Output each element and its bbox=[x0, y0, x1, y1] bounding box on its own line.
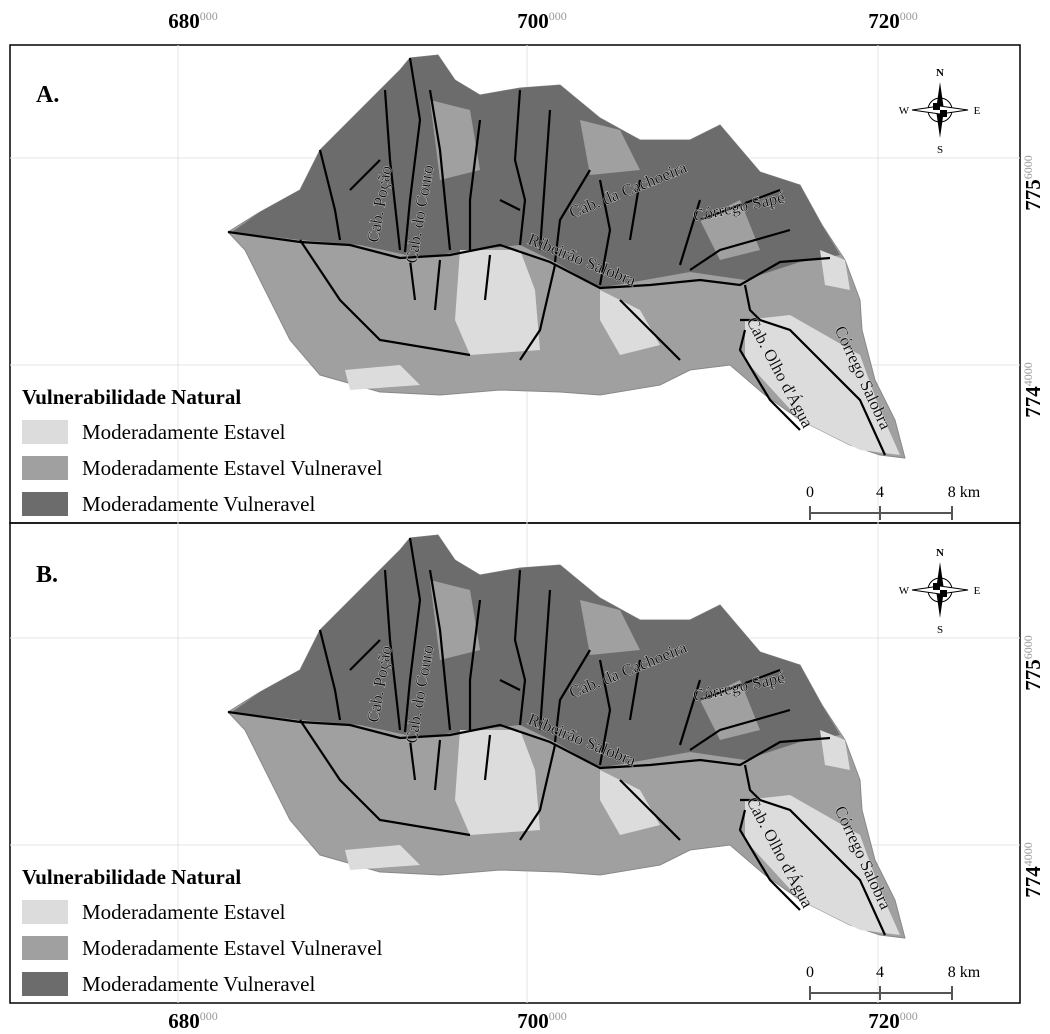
coordinate-label: 720000 bbox=[868, 9, 918, 33]
coordinate-label: 7756000 bbox=[1021, 155, 1045, 211]
legend-swatch bbox=[22, 900, 68, 924]
coordinate-sup: 6000 bbox=[1021, 635, 1035, 659]
coordinate-main: 700 bbox=[517, 9, 549, 33]
coordinate-label: 720000 bbox=[868, 1009, 918, 1033]
legend-item: Moderadamente Estavel Vulneravel bbox=[82, 936, 383, 960]
panel-label: B. bbox=[36, 562, 58, 588]
legend-item: Moderadamente Vulneravel bbox=[82, 972, 316, 996]
compass-center bbox=[933, 103, 940, 110]
compass-e: E bbox=[974, 585, 981, 597]
map-figure: 6800006800007000007000007200007200007756… bbox=[0, 0, 1050, 1034]
coordinate-label: 7744000 bbox=[1021, 362, 1045, 418]
coordinate-label: 700000 bbox=[517, 1009, 567, 1033]
legend-swatch bbox=[22, 456, 68, 480]
scale-label: 4 bbox=[876, 964, 884, 981]
scale-label: 8 km bbox=[948, 484, 981, 501]
compass-center bbox=[940, 110, 947, 117]
coordinate-main: 774 bbox=[1021, 386, 1045, 418]
coordinate-label: 680000 bbox=[168, 1009, 218, 1033]
legend-title: Vulnerabilidade Natural bbox=[22, 865, 241, 889]
coordinate-sup: 6000 bbox=[1021, 155, 1035, 179]
coordinate-main: 774 bbox=[1021, 866, 1045, 898]
coordinate-sup: 4000 bbox=[1021, 842, 1035, 866]
compass-s: S bbox=[937, 624, 943, 636]
legend-swatch bbox=[22, 936, 68, 960]
coordinate-main: 700 bbox=[517, 1009, 549, 1033]
coordinate-label: 7744000 bbox=[1021, 842, 1045, 898]
coordinate-sup: 000 bbox=[549, 1009, 567, 1023]
legend-swatch bbox=[22, 492, 68, 516]
coordinate-main: 680 bbox=[168, 9, 200, 33]
legend-item: Moderadamente Estavel bbox=[82, 900, 286, 924]
coordinate-sup: 000 bbox=[900, 1009, 918, 1023]
coordinate-main: 775 bbox=[1021, 659, 1045, 691]
legend-swatch bbox=[22, 420, 68, 444]
compass-w: W bbox=[899, 105, 910, 117]
compass-center bbox=[933, 583, 940, 590]
compass-s: S bbox=[937, 144, 943, 156]
legend-item: Moderadamente Estavel bbox=[82, 420, 286, 444]
scale-label: 4 bbox=[876, 484, 884, 501]
coordinate-main: 680 bbox=[168, 1009, 200, 1033]
coordinate-main: 775 bbox=[1021, 179, 1045, 211]
legend-title: Vulnerabilidade Natural bbox=[22, 385, 241, 409]
panel-label: A. bbox=[36, 82, 59, 108]
legend-swatch bbox=[22, 972, 68, 996]
compass-center bbox=[940, 590, 947, 597]
coordinate-main: 720 bbox=[868, 9, 900, 33]
coordinate-sup: 4000 bbox=[1021, 362, 1035, 386]
legend-item: Moderadamente Estavel Vulneravel bbox=[82, 456, 383, 480]
compass-e: E bbox=[974, 105, 981, 117]
coordinate-label: 680000 bbox=[168, 9, 218, 33]
compass-w: W bbox=[899, 585, 910, 597]
coordinate-label: 7756000 bbox=[1021, 635, 1045, 691]
coordinate-main: 720 bbox=[868, 1009, 900, 1033]
compass-n: N bbox=[936, 547, 944, 559]
coordinate-sup: 000 bbox=[200, 1009, 218, 1023]
legend-item: Moderadamente Vulneravel bbox=[82, 492, 316, 516]
compass-n: N bbox=[936, 67, 944, 79]
coordinate-sup: 000 bbox=[549, 9, 567, 23]
scale-label: 0 bbox=[806, 484, 814, 501]
coordinate-label: 700000 bbox=[517, 9, 567, 33]
scale-label: 8 km bbox=[948, 964, 981, 981]
coordinate-sup: 000 bbox=[900, 9, 918, 23]
coordinate-sup: 000 bbox=[200, 9, 218, 23]
scale-label: 0 bbox=[806, 964, 814, 981]
